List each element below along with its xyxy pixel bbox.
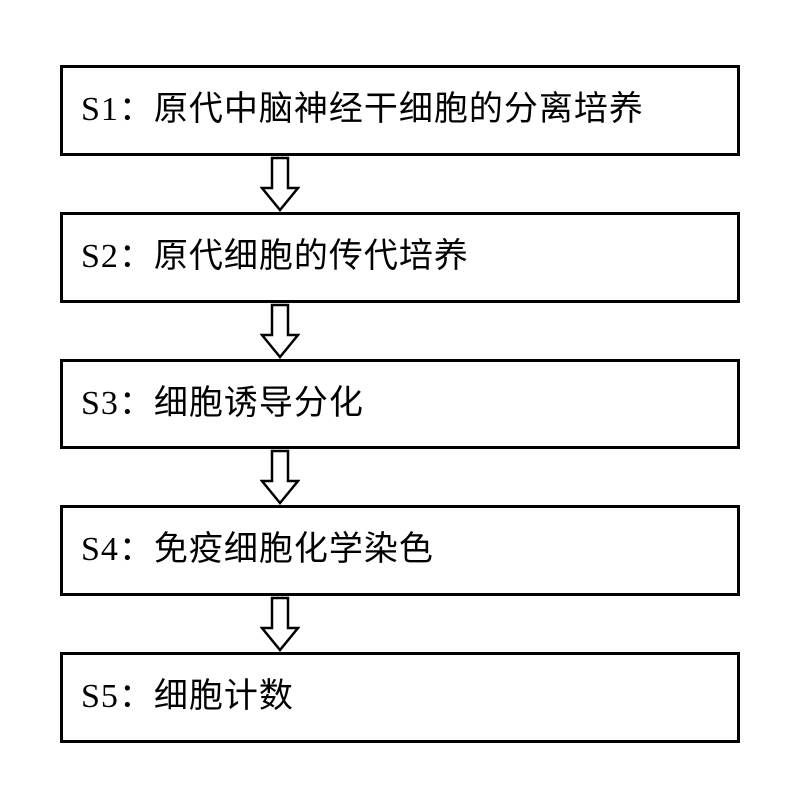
down-arrow-icon bbox=[260, 303, 300, 359]
arrow-container bbox=[60, 156, 740, 212]
step-label: S2：原代细胞的传代培养 bbox=[81, 238, 469, 275]
step-box-s4: S4：免疫细胞化学染色 bbox=[60, 505, 740, 596]
down-arrow-icon bbox=[260, 449, 300, 505]
down-arrow-icon bbox=[260, 596, 300, 652]
step-label: S1：原代中脑神经干细胞的分离培养 bbox=[81, 91, 644, 128]
arrow-container bbox=[60, 596, 740, 652]
step-label: S5：细胞计数 bbox=[81, 678, 294, 715]
step-box-s3: S3：细胞诱导分化 bbox=[60, 359, 740, 450]
arrow-container bbox=[60, 449, 740, 505]
arrow-container bbox=[60, 303, 740, 359]
flowchart-container: S1：原代中脑神经干细胞的分离培养 S2：原代细胞的传代培养 S3：细胞诱导分化… bbox=[60, 65, 740, 743]
step-box-s2: S2：原代细胞的传代培养 bbox=[60, 212, 740, 303]
step-box-s5: S5：细胞计数 bbox=[60, 652, 740, 743]
step-label: S4：免疫细胞化学染色 bbox=[81, 531, 434, 568]
step-box-s1: S1：原代中脑神经干细胞的分离培养 bbox=[60, 65, 740, 156]
step-label: S3：细胞诱导分化 bbox=[81, 385, 364, 422]
down-arrow-icon bbox=[260, 156, 300, 212]
